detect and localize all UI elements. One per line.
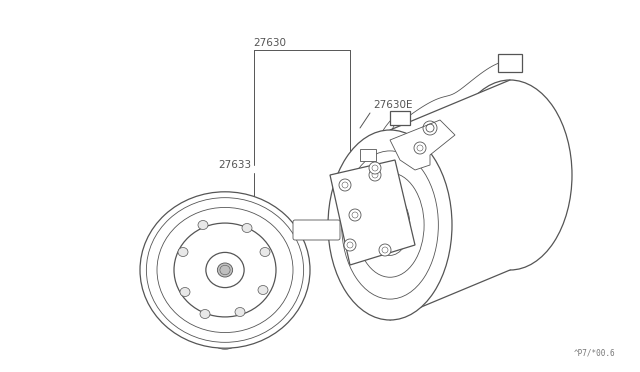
Circle shape xyxy=(369,169,381,181)
Ellipse shape xyxy=(448,80,572,270)
Circle shape xyxy=(379,244,391,256)
Ellipse shape xyxy=(383,215,397,235)
Ellipse shape xyxy=(200,310,210,318)
FancyBboxPatch shape xyxy=(498,54,522,72)
Text: ^P7/*00.6: ^P7/*00.6 xyxy=(573,349,615,358)
Ellipse shape xyxy=(235,308,245,317)
Ellipse shape xyxy=(260,247,270,257)
Circle shape xyxy=(369,162,381,174)
Circle shape xyxy=(344,239,356,251)
Ellipse shape xyxy=(178,247,188,257)
Ellipse shape xyxy=(218,263,233,277)
FancyBboxPatch shape xyxy=(360,149,376,161)
Polygon shape xyxy=(390,120,455,170)
Polygon shape xyxy=(390,80,510,320)
Circle shape xyxy=(339,179,351,191)
Text: 27630E: 27630E xyxy=(373,100,413,110)
Ellipse shape xyxy=(140,192,310,348)
Circle shape xyxy=(349,209,361,221)
Polygon shape xyxy=(330,160,415,265)
Ellipse shape xyxy=(242,224,252,232)
FancyBboxPatch shape xyxy=(390,111,410,125)
Text: 27633: 27633 xyxy=(218,160,252,170)
Ellipse shape xyxy=(328,130,452,320)
Text: 27630: 27630 xyxy=(253,38,287,48)
FancyBboxPatch shape xyxy=(293,220,340,240)
Ellipse shape xyxy=(258,285,268,295)
Ellipse shape xyxy=(180,288,190,296)
Ellipse shape xyxy=(198,221,208,230)
